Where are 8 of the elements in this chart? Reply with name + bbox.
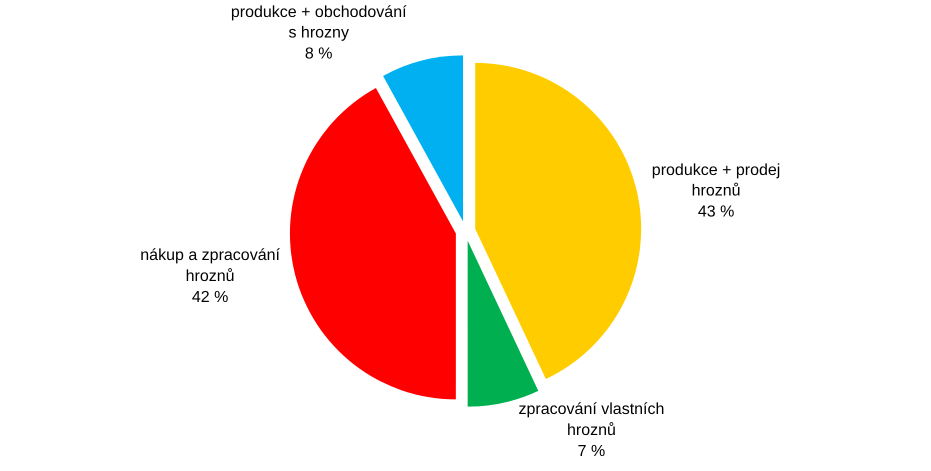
data-label: 42 % — [192, 288, 228, 306]
data-label: 8 % — [304, 45, 332, 62]
slice-label: nákup a zpracování hroznů — [140, 247, 280, 286]
slice-label: zpracování vlastních hroznů — [518, 401, 664, 440]
data-label: 43 % — [698, 204, 734, 221]
slice-label: produkce + obchodování s hrozny — [230, 4, 408, 42]
slice-label: produkce + prodej hroznů — [652, 162, 780, 200]
data-label: 7 % — [578, 442, 606, 460]
